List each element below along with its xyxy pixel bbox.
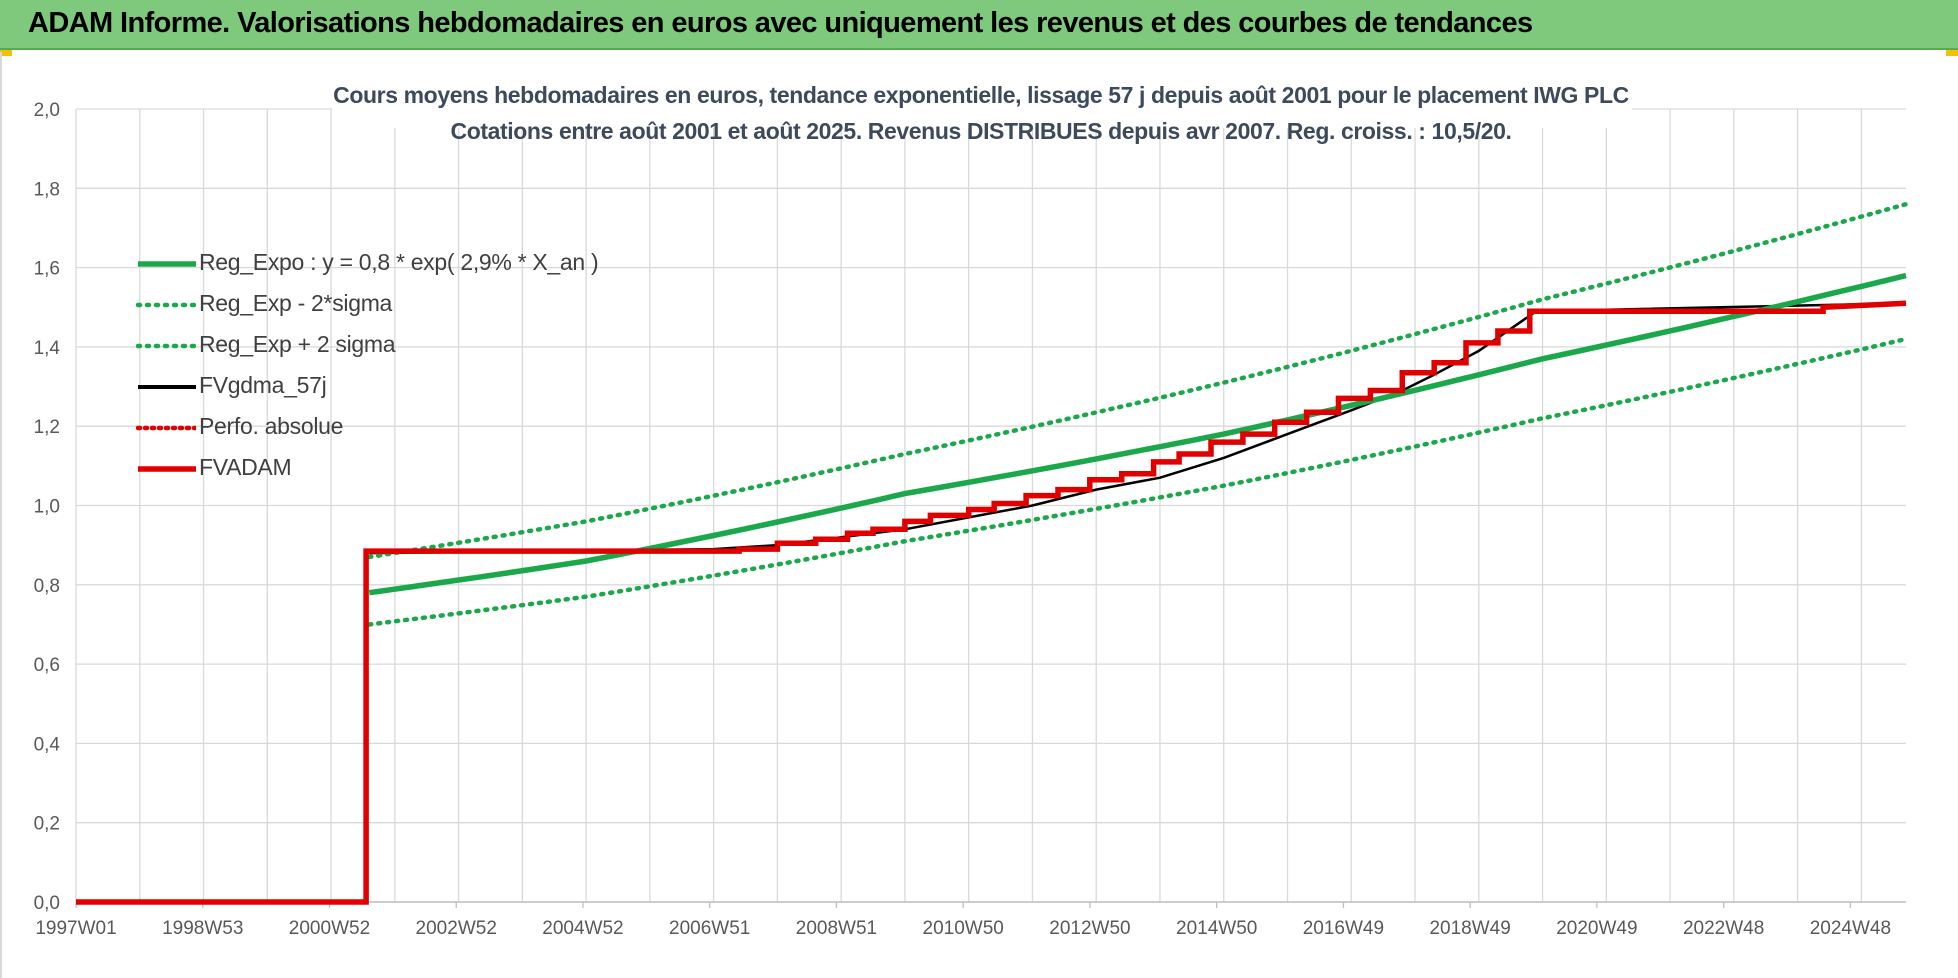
chart-title-line2: Cotations entre août 2001 et août 2025. … (450, 118, 1512, 144)
x-tick-label: 2022W48 (1683, 918, 1764, 939)
x-tick-label: 2018W49 (1429, 918, 1510, 939)
chart-legend: Reg_Expo : y = 0,8 * exp( 2,9% * X_an ) R… (136, 242, 599, 488)
page-title: ADAM Informe. Valorisations hebdomadaire… (28, 7, 1533, 39)
y-tick-label: 1,0 (34, 497, 60, 518)
header-bar: ADAM Informe. Valorisations hebdomadaire… (0, 0, 1958, 50)
legend-swatch (138, 260, 196, 267)
y-tick-label: 0,4 (34, 734, 61, 755)
series-line-4 (369, 302, 1907, 555)
y-tick-label: 1,8 (34, 179, 60, 200)
chart-title-line1: Cours moyens hebdomadaires en euros, ten… (333, 82, 1629, 108)
x-tick-label: 2012W50 (1049, 918, 1130, 939)
legend-item: Reg_Exp - 2*sigma (136, 283, 598, 324)
x-tick-label: 2010W50 (923, 918, 1004, 939)
x-tick-label: 1998W53 (162, 918, 243, 939)
legend-item: Reg_Expo : y = 0,8 * exp( 2,9% * X_an ) (136, 242, 599, 283)
y-tick-label: 0,0 (34, 893, 60, 914)
corner-marker-left (0, 50, 12, 56)
x-tick-label: 2008W51 (796, 918, 877, 939)
y-tick-label: 0,8 (34, 576, 60, 597)
y-tick-label: 0,6 (34, 655, 60, 676)
y-tick-label: 1,4 (34, 338, 61, 359)
x-tick-label: 2000W52 (289, 918, 370, 939)
legend-label: FVgdma_57j (199, 372, 327, 398)
chart-area: 0,0 0,2 0,4 0,6 0,8 1,0 1,2 1,4 1,6 1,8 2,0 1997W01… (0, 52, 1958, 978)
x-tick-label: 2004W52 (542, 918, 623, 939)
x-tick-label: 2002W52 (416, 918, 497, 939)
legend-label: Reg_Expo : y = 0,8 * exp( 2,9% * X_an ) (199, 249, 599, 275)
legend-swatch (136, 425, 196, 430)
x-tick-label: 2016W49 (1303, 918, 1384, 939)
y-tick-label: 1,2 (34, 417, 60, 438)
series-line-6 (76, 300, 1907, 905)
corner-marker-right (1946, 50, 1958, 56)
y-tick-label: 1,6 (34, 259, 60, 280)
legend-label: Perfo. absolue (199, 413, 344, 439)
y-tick-label: 2,0 (34, 100, 60, 121)
x-tick-label: 1997W01 (35, 918, 116, 939)
legend-swatch (136, 343, 196, 348)
legend-label: FVADAM (199, 454, 292, 480)
x-tick-label: 2024W48 (1810, 918, 1891, 939)
x-tick-label: 2014W50 (1176, 918, 1257, 939)
legend-swatch (138, 465, 196, 472)
chart-svg: 0,0 0,2 0,4 0,6 0,8 1,0 1,2 1,4 1,6 1,8 2,0 1997W01… (34, 60, 1909, 939)
legend-item: Reg_Exp + 2 sigma (136, 324, 598, 365)
series-line-1 (368, 272, 1907, 596)
x-tick-label: 2006W51 (669, 918, 750, 939)
x-tick-label: 2020W49 (1556, 918, 1637, 939)
legend-item: Perfo. absolue (136, 406, 598, 447)
title-background (332, 60, 1632, 128)
legend-swatch (136, 302, 196, 307)
legend-label: Reg_Exp + 2 sigma (199, 331, 396, 357)
legend-item: FVgdma_57j (136, 365, 598, 406)
legend-swatch (138, 384, 196, 389)
y-tick-label: 0,2 (34, 814, 60, 835)
legend-label: Reg_Exp - 2*sigma (199, 290, 393, 316)
series-line-2 (367, 336, 1909, 627)
series-line-3 (367, 201, 1909, 560)
legend-item: FVADAM (136, 447, 598, 488)
